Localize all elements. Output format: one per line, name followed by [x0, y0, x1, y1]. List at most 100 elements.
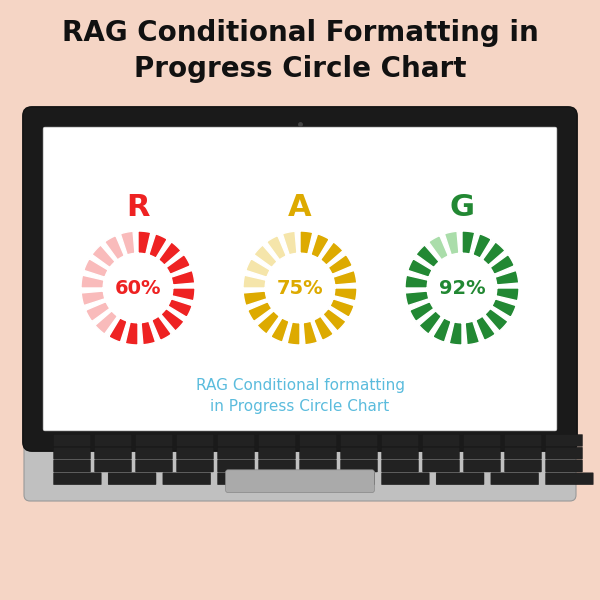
Polygon shape [492, 299, 516, 317]
FancyBboxPatch shape [382, 434, 419, 446]
Polygon shape [320, 242, 343, 265]
FancyBboxPatch shape [545, 473, 593, 485]
FancyBboxPatch shape [463, 447, 500, 460]
Polygon shape [330, 299, 354, 317]
Polygon shape [496, 288, 519, 301]
Polygon shape [482, 242, 505, 265]
FancyBboxPatch shape [299, 434, 337, 446]
Polygon shape [81, 291, 105, 305]
Polygon shape [121, 231, 135, 255]
Text: A: A [288, 193, 312, 221]
FancyBboxPatch shape [382, 447, 419, 460]
Polygon shape [314, 316, 334, 340]
FancyBboxPatch shape [422, 434, 460, 446]
Polygon shape [283, 231, 297, 255]
FancyBboxPatch shape [545, 460, 583, 472]
Polygon shape [323, 308, 346, 331]
FancyBboxPatch shape [136, 447, 173, 460]
FancyBboxPatch shape [299, 460, 337, 472]
Polygon shape [328, 254, 352, 274]
FancyBboxPatch shape [299, 447, 337, 460]
FancyBboxPatch shape [94, 460, 131, 472]
Polygon shape [168, 299, 192, 317]
Polygon shape [152, 316, 172, 340]
Polygon shape [405, 275, 428, 288]
FancyBboxPatch shape [53, 460, 91, 472]
Polygon shape [86, 302, 110, 322]
Polygon shape [334, 288, 357, 301]
FancyBboxPatch shape [226, 470, 374, 493]
FancyBboxPatch shape [545, 447, 583, 460]
Polygon shape [246, 259, 270, 277]
Text: G: G [449, 193, 475, 221]
Polygon shape [248, 302, 272, 322]
FancyBboxPatch shape [505, 434, 542, 446]
Polygon shape [95, 311, 118, 334]
Polygon shape [485, 308, 508, 331]
FancyBboxPatch shape [463, 434, 500, 446]
FancyBboxPatch shape [176, 447, 214, 460]
Polygon shape [300, 231, 313, 254]
FancyBboxPatch shape [136, 460, 173, 472]
FancyBboxPatch shape [217, 473, 265, 485]
FancyBboxPatch shape [53, 447, 91, 460]
Polygon shape [84, 259, 108, 277]
Polygon shape [161, 308, 184, 331]
Text: 75%: 75% [277, 278, 323, 298]
Polygon shape [141, 321, 155, 345]
Polygon shape [490, 254, 514, 274]
FancyBboxPatch shape [505, 447, 542, 460]
FancyBboxPatch shape [382, 473, 430, 485]
Polygon shape [419, 311, 442, 334]
Polygon shape [166, 254, 190, 274]
FancyBboxPatch shape [327, 473, 375, 485]
Polygon shape [138, 231, 151, 254]
Polygon shape [266, 236, 286, 260]
Polygon shape [109, 318, 127, 342]
Polygon shape [254, 245, 277, 268]
FancyBboxPatch shape [217, 460, 254, 472]
Polygon shape [495, 271, 519, 285]
FancyBboxPatch shape [163, 473, 211, 485]
Text: 92%: 92% [439, 278, 485, 298]
FancyBboxPatch shape [53, 434, 91, 446]
Polygon shape [445, 231, 459, 255]
Polygon shape [303, 321, 317, 345]
Polygon shape [428, 236, 448, 260]
FancyBboxPatch shape [43, 127, 557, 431]
Polygon shape [271, 318, 289, 342]
FancyBboxPatch shape [176, 460, 214, 472]
FancyBboxPatch shape [108, 473, 156, 485]
FancyBboxPatch shape [422, 460, 460, 472]
FancyBboxPatch shape [463, 460, 500, 472]
Polygon shape [158, 242, 181, 265]
Polygon shape [465, 321, 479, 345]
Polygon shape [149, 234, 167, 258]
Polygon shape [408, 259, 432, 277]
Polygon shape [473, 234, 491, 258]
FancyBboxPatch shape [545, 434, 583, 446]
Polygon shape [171, 271, 195, 285]
FancyBboxPatch shape [340, 447, 377, 460]
Text: 60%: 60% [115, 278, 161, 298]
Polygon shape [104, 236, 124, 260]
Polygon shape [405, 291, 429, 305]
Polygon shape [81, 275, 104, 288]
FancyBboxPatch shape [217, 434, 254, 446]
Polygon shape [410, 302, 434, 322]
Polygon shape [311, 234, 329, 258]
FancyBboxPatch shape [382, 460, 419, 472]
Polygon shape [287, 322, 300, 345]
FancyBboxPatch shape [259, 460, 296, 472]
FancyBboxPatch shape [24, 423, 576, 501]
Text: RAG Conditional formatting
in Progress Circle Chart: RAG Conditional formatting in Progress C… [196, 378, 404, 414]
Polygon shape [243, 291, 267, 305]
FancyBboxPatch shape [136, 434, 173, 446]
Polygon shape [476, 316, 496, 340]
FancyBboxPatch shape [491, 473, 539, 485]
Polygon shape [172, 288, 195, 301]
Polygon shape [125, 322, 138, 345]
Polygon shape [333, 271, 357, 285]
Polygon shape [243, 275, 266, 288]
FancyBboxPatch shape [94, 447, 131, 460]
